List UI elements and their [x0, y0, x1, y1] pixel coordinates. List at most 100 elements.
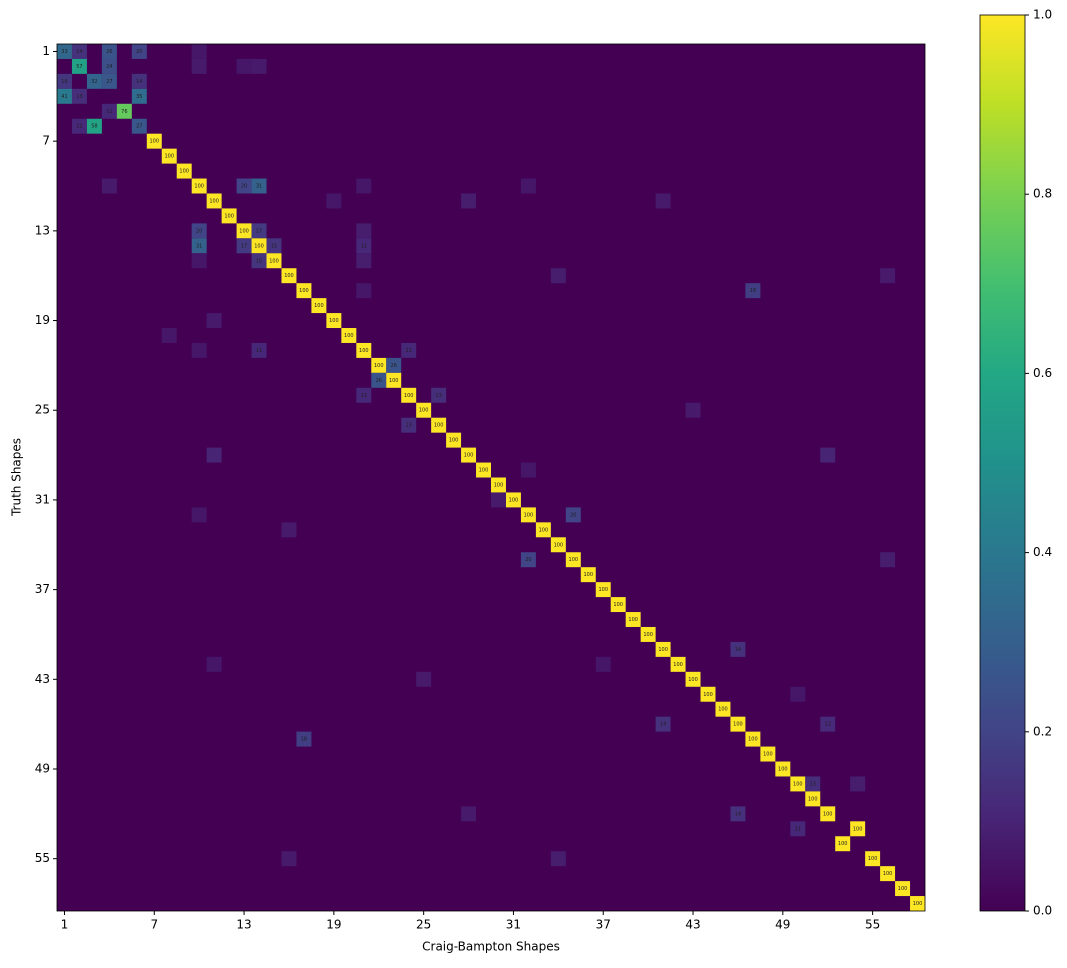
- cell-label: 100: [613, 602, 623, 608]
- cell-label: 100: [479, 468, 489, 474]
- cell-label: 100: [763, 752, 773, 758]
- heatmap-cell: [356, 178, 372, 194]
- cell-label: 27: [136, 124, 142, 130]
- heatmap-cell: [101, 73, 117, 89]
- cell-label: 14: [735, 647, 741, 653]
- heatmap-cell: [461, 806, 477, 822]
- cell-label: 57: [76, 64, 82, 70]
- heatmap-cell: [431, 387, 447, 403]
- x-tick-label: 25: [416, 918, 431, 932]
- cell-label: 100: [239, 228, 249, 234]
- cell-label: 100: [254, 243, 264, 249]
- heatmap-cell: [790, 686, 806, 702]
- heatmap-cell: [71, 88, 87, 104]
- cell-label: 100: [389, 378, 399, 384]
- x-tick-label: 37: [596, 918, 611, 932]
- cell-label: 15: [256, 258, 262, 264]
- colorbar-tick-label: 1.0: [1033, 8, 1052, 22]
- heatmap-cell: [296, 283, 312, 299]
- heatmap-cell: [491, 492, 506, 508]
- heatmap-cell: [401, 387, 417, 403]
- cell-label: 35: [136, 94, 142, 100]
- heatmap-cell: [730, 806, 746, 822]
- y-tick-label: 49: [35, 761, 50, 775]
- y-tick-label: 19: [35, 313, 50, 327]
- heatmap-cell: [281, 851, 297, 867]
- heatmap-cell: [206, 447, 222, 463]
- heatmap-cell: [236, 178, 252, 194]
- heatmap-cell: [401, 417, 417, 433]
- x-tick-label: 43: [685, 918, 700, 932]
- heatmap-cell: [356, 387, 372, 403]
- cell-label: 100: [329, 318, 339, 324]
- cell-label: 11: [361, 243, 367, 249]
- heatmap-cell: [131, 44, 147, 59]
- cell-label: 100: [658, 647, 668, 653]
- cell-label: 100: [554, 542, 564, 548]
- cell-label: 100: [778, 766, 788, 772]
- heatmap-cell: [655, 716, 671, 732]
- cell-label: 24: [106, 64, 112, 70]
- cell-label: 100: [883, 871, 893, 877]
- heatmap-cell: [191, 44, 207, 59]
- cell-label: 11: [361, 393, 367, 399]
- x-tick-label: 49: [775, 918, 790, 932]
- cell-label: 13: [435, 393, 441, 399]
- x-axis-label: Craig-Bampton Shapes: [422, 940, 560, 954]
- cell-label: 100: [314, 303, 324, 309]
- heatmap-cell: [371, 372, 387, 388]
- cell-label: 33: [61, 49, 67, 55]
- heatmap-cell: [131, 88, 147, 104]
- heatmap-cell: [520, 462, 536, 478]
- heatmap-cell: [535, 522, 551, 538]
- heatmap-cell: [71, 118, 87, 134]
- colorbar-tick-label: 0.4: [1033, 545, 1052, 559]
- y-tick-label: 55: [35, 851, 50, 865]
- heatmap-cell: [221, 208, 237, 224]
- cell-label: 100: [179, 169, 189, 175]
- heatmap-cell: [820, 447, 836, 463]
- cell-label: 26: [106, 49, 112, 55]
- heatmap-cell: [251, 58, 267, 74]
- heatmap-cell: [745, 731, 761, 747]
- heatmap-cell: [520, 552, 536, 568]
- cell-label: 100: [868, 856, 878, 862]
- cell-label: 100: [194, 184, 204, 190]
- heatmap-cell: [356, 283, 372, 299]
- colorbar: [979, 14, 1026, 912]
- heatmap-cell: [520, 507, 536, 523]
- heatmap-cell: [251, 238, 267, 254]
- cell-label: 100: [209, 198, 219, 204]
- heatmap-cell: [326, 313, 342, 329]
- heatmap-cell: [57, 44, 72, 59]
- cell-label: 100: [838, 841, 848, 847]
- heatmap-cell: [880, 268, 896, 284]
- heatmap-cell: [476, 462, 491, 478]
- heatmap-cell: [850, 821, 866, 837]
- heatmap-cell: [416, 671, 432, 687]
- heatmap-cell: [191, 253, 207, 269]
- heatmap-cell: [491, 477, 506, 493]
- cell-label: 20: [525, 557, 531, 563]
- cell-label: 100: [434, 423, 444, 429]
- heatmap-cell: [161, 328, 177, 343]
- cell-label: 17: [241, 243, 247, 249]
- heatmap-cell: [550, 537, 566, 553]
- heatmap-cell: [640, 626, 656, 642]
- cell-label: 27: [106, 79, 112, 85]
- cell-label: 100: [703, 692, 713, 698]
- cell-label: 100: [584, 572, 594, 578]
- heatmap-cell: [835, 836, 851, 852]
- y-tick-label: 37: [35, 582, 50, 596]
- heatmap-cell: [341, 328, 357, 343]
- heatmap-cell: [326, 193, 342, 209]
- heatmap-cell: [760, 746, 776, 762]
- x-tick-label: 7: [150, 918, 158, 932]
- cell-label: 100: [449, 438, 459, 444]
- y-tick-label: 25: [35, 403, 50, 417]
- y-tick-label: 31: [35, 492, 50, 506]
- heatmap-cell: [775, 761, 791, 777]
- heatmap-cell: [101, 58, 117, 74]
- heatmap-cell: [191, 58, 207, 74]
